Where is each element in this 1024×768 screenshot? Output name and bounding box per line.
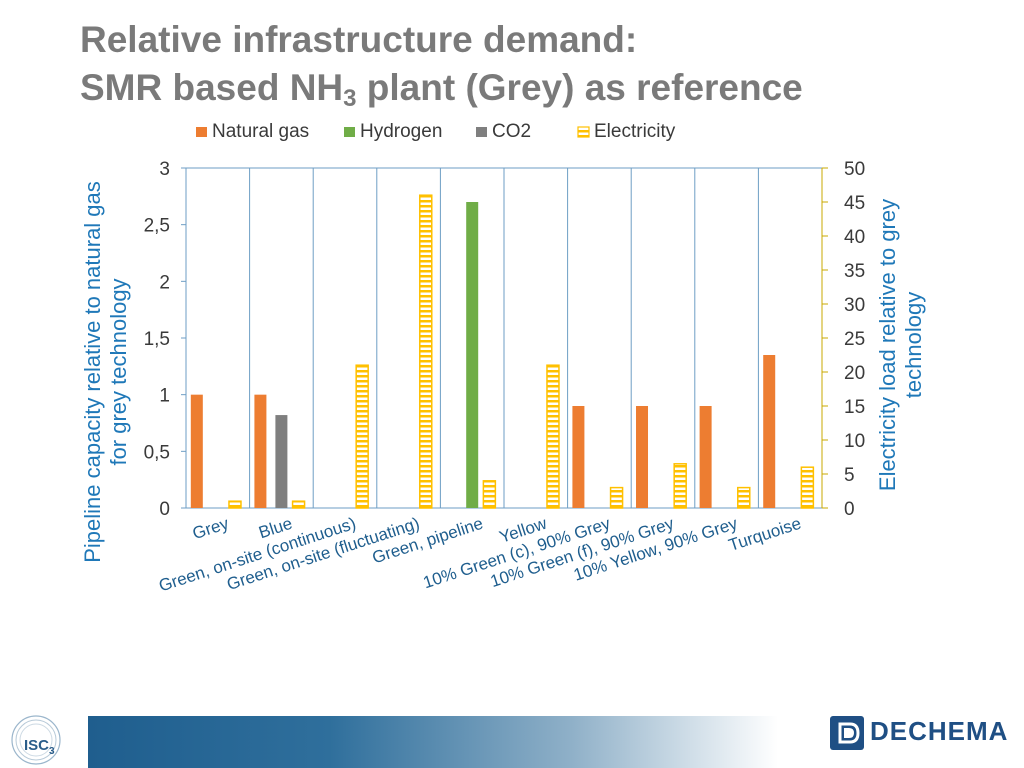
- bar-electricity: [482, 480, 497, 509]
- y-tick-label: 0,5: [144, 442, 170, 463]
- y-tick-label: 1: [159, 386, 170, 407]
- bar-co2: [275, 415, 288, 508]
- chart-legend: Natural gas Hydrogen CO2 Electricity: [196, 121, 676, 142]
- y-tick-label: 0: [159, 499, 170, 520]
- y-axis-label: Pipeline capacity relative to natural ga…: [80, 181, 131, 563]
- legend-swatch: [196, 127, 207, 137]
- dechema-logo-text: DECHEMA: [870, 716, 1009, 746]
- y-tick-label: 2: [159, 272, 170, 293]
- y2-tick-label: 5: [844, 465, 855, 486]
- title-line-2-post: plant (Grey) as reference: [356, 67, 803, 108]
- bar-hydrogen: [466, 202, 479, 508]
- y2-tick-label: 0: [844, 499, 855, 520]
- bar-electricity: [800, 466, 815, 509]
- legend-label: CO2: [492, 121, 531, 142]
- legend-swatch: [344, 127, 355, 137]
- legend-label: Natural gas: [212, 121, 309, 142]
- legend-swatch: [476, 127, 487, 137]
- title-subscript: 3: [343, 85, 357, 112]
- y2-tick-label: 45: [844, 193, 865, 214]
- bar-electricity: [673, 463, 687, 509]
- isc3-logo-icon: [11, 715, 61, 765]
- y2-tick-label: 20: [844, 363, 865, 384]
- bar-electricity: [355, 364, 369, 509]
- bar-natural-gas: [254, 394, 267, 508]
- dechema-emblem-icon: [830, 716, 864, 750]
- y2-tick-label: 30: [844, 295, 865, 316]
- legend-swatch: [577, 126, 590, 138]
- bar-natural-gas: [699, 406, 712, 508]
- bar-electricity: [546, 364, 560, 509]
- bar-electricity: [737, 486, 751, 509]
- bar-electricity: [419, 194, 433, 509]
- y2-tick-label: 25: [844, 329, 865, 350]
- bar-natural-gas: [572, 406, 585, 508]
- x-tick-label: Turquoise: [726, 514, 803, 555]
- y2-tick-label: 40: [844, 227, 865, 248]
- bar-natural-gas: [763, 355, 776, 508]
- y2-axis-label: Electricity load relative to greytechnol…: [875, 199, 926, 491]
- legend-label: Hydrogen: [360, 121, 442, 142]
- y-tick-label: 1,5: [144, 329, 170, 350]
- y-tick-label: 3: [159, 159, 170, 180]
- slide-title: Relative infrastructure demand: SMR base…: [80, 16, 803, 112]
- bar-chart: Natural gas Hydrogen CO2 Electricity 0 0,5 1 1…: [80, 121, 926, 595]
- x-tick-label: Grey: [190, 514, 231, 544]
- y-tick-label: 2,5: [144, 216, 170, 237]
- bar-natural-gas: [636, 406, 649, 508]
- title-line-1: Relative infrastructure demand:: [80, 19, 638, 60]
- footer-band: [88, 716, 778, 768]
- title-line-2-pre: SMR based NH: [80, 67, 344, 108]
- bar-electricity: [291, 500, 306, 509]
- y2-tick-label: 35: [844, 261, 865, 282]
- bar-natural-gas: [190, 394, 203, 508]
- bars: [190, 194, 815, 509]
- isc3-logo-text: ISC3: [24, 737, 55, 757]
- y2-tick-label: 15: [844, 397, 865, 418]
- legend-label: Electricity: [594, 121, 676, 142]
- y2-tick-label: 50: [844, 159, 865, 180]
- bar-electricity: [609, 486, 624, 509]
- y2-tick-label: 10: [844, 431, 865, 452]
- bar-electricity: [228, 500, 242, 509]
